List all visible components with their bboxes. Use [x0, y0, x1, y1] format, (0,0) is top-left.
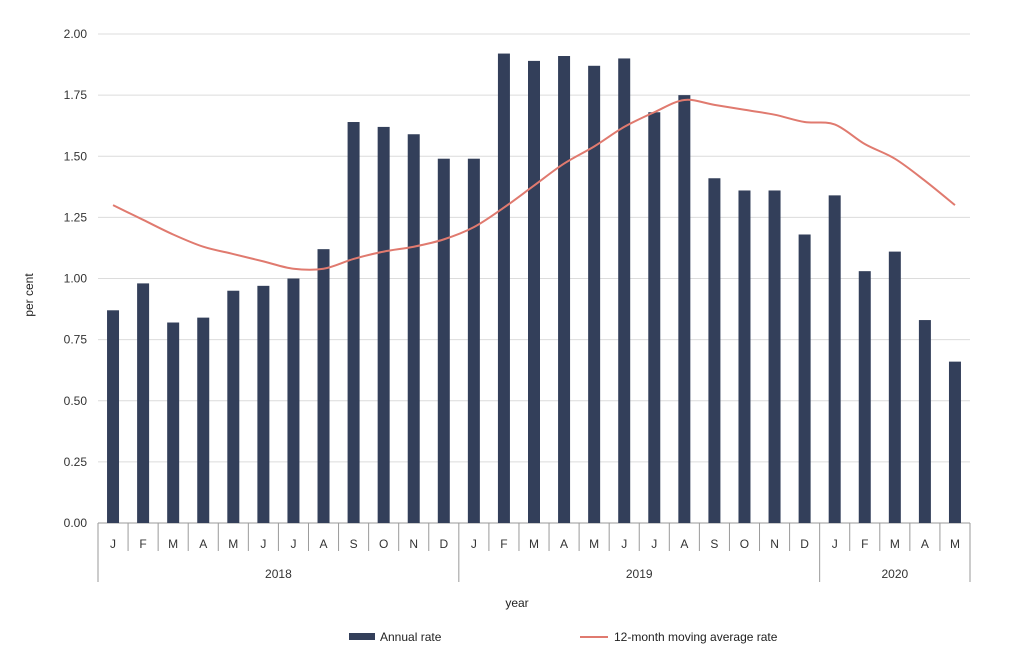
bar	[287, 278, 300, 523]
bar	[227, 290, 240, 523]
x-tick-label: M	[890, 537, 900, 551]
x-tick-label: A	[680, 537, 688, 551]
x-tick-label: N	[770, 537, 779, 551]
bar	[317, 249, 330, 523]
bar	[948, 361, 961, 523]
bar	[497, 53, 510, 524]
bars	[107, 53, 961, 524]
bar	[107, 310, 120, 523]
bar	[768, 190, 781, 524]
bar	[828, 195, 841, 523]
x-tick-label: F	[861, 537, 868, 551]
bar	[137, 283, 150, 523]
x-tick-label: J	[651, 537, 657, 551]
bar	[858, 271, 871, 523]
legend: Annual rate 12-month moving average rate	[349, 630, 778, 644]
x-tick-label: J	[471, 537, 477, 551]
x-tick-label: A	[199, 537, 207, 551]
y-tick-label: 2.00	[64, 27, 88, 41]
x-tick-label: J	[110, 537, 116, 551]
x-axis: J F M A M J J A S O N D J F M A M J J A S O N D J F M A M 2018 2019 202…	[97, 523, 971, 582]
bar	[257, 285, 270, 523]
bar	[347, 122, 360, 524]
bar	[437, 158, 450, 523]
x-axis-title: year	[505, 596, 528, 610]
x-tick-label: M	[589, 537, 599, 551]
bar	[407, 134, 420, 523]
bar	[798, 234, 811, 524]
y-axis: 0.00 0.25 0.50 0.75 1.00 1.25 1.50 1.75 2.00	[64, 27, 88, 530]
bar	[377, 126, 390, 523]
bar	[467, 158, 480, 523]
y-tick-label: 1.00	[64, 272, 88, 286]
bar	[167, 322, 180, 523]
x-tick-label: F	[139, 537, 146, 551]
y-axis-title: per cent	[22, 273, 36, 317]
y-tick-label: 1.50	[64, 149, 88, 163]
x-tick-label: S	[350, 537, 358, 551]
bar	[918, 320, 931, 523]
x-tick-label: D	[800, 537, 809, 551]
bar	[197, 317, 210, 523]
bar	[618, 58, 631, 523]
legend-label-moving-average: 12-month moving average rate	[614, 630, 778, 644]
x-tick-label: J	[832, 537, 838, 551]
bar	[648, 112, 661, 524]
y-tick-label: 0.25	[64, 455, 88, 469]
moving-average-line	[112, 98, 956, 271]
year-label: 2018	[265, 567, 292, 581]
x-tick-label: M	[168, 537, 178, 551]
bar	[738, 190, 751, 524]
year-label: 2020	[881, 567, 908, 581]
bar	[678, 95, 691, 523]
bar	[888, 251, 901, 524]
x-tick-label: N	[409, 537, 418, 551]
y-tick-label: 0.50	[64, 394, 88, 408]
x-tick-label: J	[290, 537, 296, 551]
y-tick-label: 0.75	[64, 333, 88, 347]
x-tick-label: A	[320, 537, 328, 551]
year-label: 2019	[626, 567, 653, 581]
x-tick-label: A	[560, 537, 568, 551]
y-tick-label: 1.25	[64, 210, 88, 224]
x-tick-label: J	[621, 537, 627, 551]
x-tick-label: M	[228, 537, 238, 551]
legend-swatch-annual-rate	[349, 633, 375, 640]
x-tick-label: D	[439, 537, 448, 551]
bar	[588, 65, 601, 523]
bar	[558, 56, 571, 523]
legend-label-annual-rate: Annual rate	[380, 630, 442, 644]
y-tick-label: 1.75	[64, 88, 88, 102]
bar	[528, 60, 540, 524]
x-tick-label: O	[379, 537, 388, 551]
y-tick-label: 0.00	[64, 516, 88, 530]
x-tick-label: J	[260, 537, 266, 551]
x-tick-label: F	[500, 537, 507, 551]
x-tick-label: O	[740, 537, 749, 551]
x-tick-label: M	[950, 537, 960, 551]
x-tick-label: S	[710, 537, 718, 551]
moving-average-line-path	[112, 98, 956, 271]
x-tick-label: M	[529, 537, 539, 551]
bar	[708, 178, 721, 523]
x-tick-label: A	[921, 537, 929, 551]
